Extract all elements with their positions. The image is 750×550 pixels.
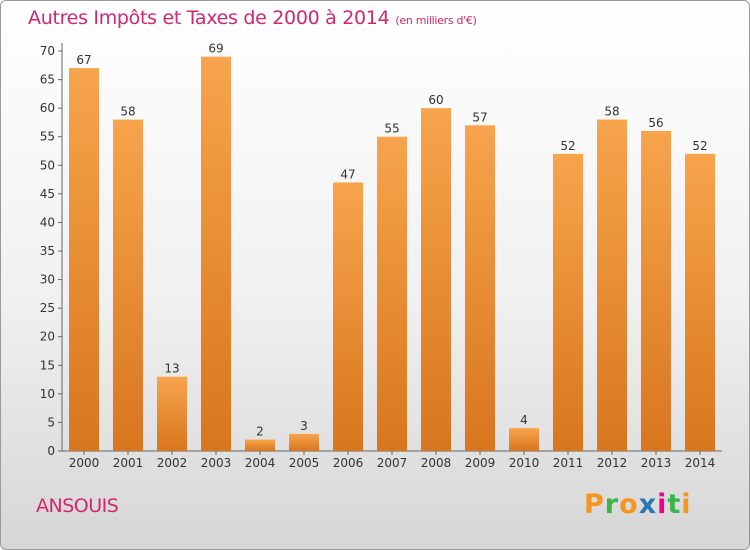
logo-letter: i [657,489,668,520]
x-tick-label: 2007 [377,456,408,470]
bar [157,376,187,451]
bar-value-label: 58 [120,105,135,119]
bar [333,182,363,451]
y-tick-label: 5 [47,415,55,429]
y-tick-label: 45 [40,187,55,201]
title-text: Autres Impôts et Taxes de 2000 à 2014 [28,7,390,29]
x-tick-label: 2008 [421,456,452,470]
bar-value-label: 69 [208,42,223,56]
bar [509,428,539,451]
unit-note: (en milliers d'€) [395,14,477,27]
x-tick-label: 2009 [465,456,496,470]
logo-letter: t [667,489,682,520]
x-tick-label: 2003 [201,456,232,470]
bar [553,153,583,451]
bar-value-label: 13 [164,362,179,376]
x-tick-label: 2005 [289,456,320,470]
bar-value-label: 60 [428,93,443,107]
y-tick-label: 20 [40,330,55,344]
bar [245,439,275,451]
x-tick-label: 2001 [113,456,144,470]
x-tick-label: 2002 [157,456,188,470]
bar [69,68,99,452]
logo-letter: x [638,489,658,520]
bar [641,131,671,451]
bar-value-label: 47 [340,167,355,181]
x-tick-label: 2004 [245,456,276,470]
y-tick-label: 55 [40,130,55,144]
x-tick-label: 2006 [333,456,364,470]
y-tick-label: 65 [40,73,55,87]
y-tick-label: 50 [40,158,55,172]
bar [113,119,143,452]
x-tick-label: 2010 [509,456,540,470]
bar-value-label: 3 [300,419,308,433]
bar-value-label: 67 [76,53,91,67]
proxiti-logo: Proxiti [584,489,692,520]
y-tick-label: 40 [40,215,55,229]
bar-value-label: 57 [472,110,487,124]
y-tick-label: 70 [40,44,55,58]
bar [685,153,715,451]
y-tick-label: 25 [40,301,55,315]
bar-value-label: 52 [560,139,575,153]
bar-value-label: 52 [692,139,707,153]
x-tick-label: 2012 [597,456,628,470]
y-tick-label: 10 [40,387,55,401]
bar [377,136,407,451]
chart-title: Autres Impôts et Taxes de 2000 à 2014 (en… [28,7,477,29]
bar [201,56,231,451]
bar [289,433,319,451]
y-tick-label: 0 [47,444,55,458]
logo-letter: o [619,489,639,520]
x-tick-label: 2011 [553,456,584,470]
logo-letter: r [604,489,620,520]
bar-value-label: 4 [520,413,528,427]
logo-letter: i [681,489,692,520]
y-tick-label: 30 [40,273,55,287]
x-tick-label: 2000 [69,456,100,470]
bar-value-label: 58 [604,105,619,119]
bar [465,125,495,452]
y-tick-label: 15 [40,358,55,372]
y-tick-label: 60 [40,101,55,115]
y-tick-label: 35 [40,244,55,258]
logo-letter: P [584,489,605,520]
x-tick-label: 2014 [685,456,716,470]
bar-value-label: 56 [648,116,663,130]
bar-value-label: 2 [256,425,264,439]
bar [597,119,627,452]
commune-name: ANSOUIS [36,495,119,517]
x-tick-label: 2013 [641,456,672,470]
bar-value-label: 55 [384,122,399,136]
bar [421,108,451,452]
